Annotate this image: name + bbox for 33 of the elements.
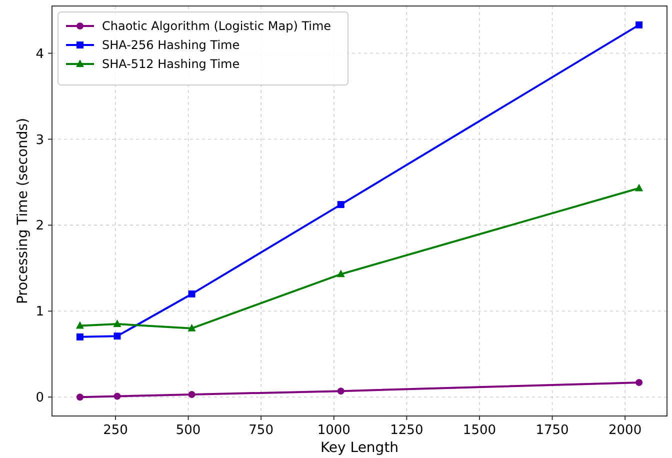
x-axis-title: Key Length — [320, 440, 399, 456]
point — [337, 201, 344, 208]
point — [76, 333, 84, 340]
x-tick-label: 1250 — [390, 423, 424, 438]
y-axis-title: Processing Time (seconds) — [15, 118, 31, 304]
point — [114, 392, 121, 400]
point — [636, 378, 643, 386]
legend-label: Chaotic Algorithm (Logistic Map) Time — [102, 19, 332, 34]
point — [336, 270, 345, 278]
x-tick-label: 250 — [103, 423, 128, 438]
y-tick-label: 4 — [36, 46, 44, 62]
point — [188, 290, 196, 298]
x-tick-label: 500 — [176, 423, 201, 438]
point — [76, 394, 84, 401]
y-tick-label: 3 — [36, 132, 44, 148]
point — [113, 320, 122, 328]
x-tick-label: 750 — [248, 423, 274, 438]
point — [188, 391, 196, 398]
y-tick-label: 0 — [36, 390, 44, 406]
point — [635, 184, 644, 192]
point — [337, 388, 344, 395]
legend-label: SHA-512 Hashing Time — [102, 57, 240, 72]
legend-label: SHA-256 Hashing Time — [102, 38, 240, 52]
point — [188, 324, 196, 332]
point — [636, 21, 643, 28]
x-tick-label: 1000 — [317, 423, 350, 438]
y-tick-label: 2 — [36, 218, 44, 234]
x-tick-label: 1500 — [462, 423, 496, 438]
point — [76, 321, 84, 329]
x-tick-label: 1750 — [536, 423, 569, 438]
x-tick-label: 2000 — [608, 423, 642, 438]
point — [114, 332, 121, 340]
y-tick-label: 1 — [36, 304, 44, 320]
